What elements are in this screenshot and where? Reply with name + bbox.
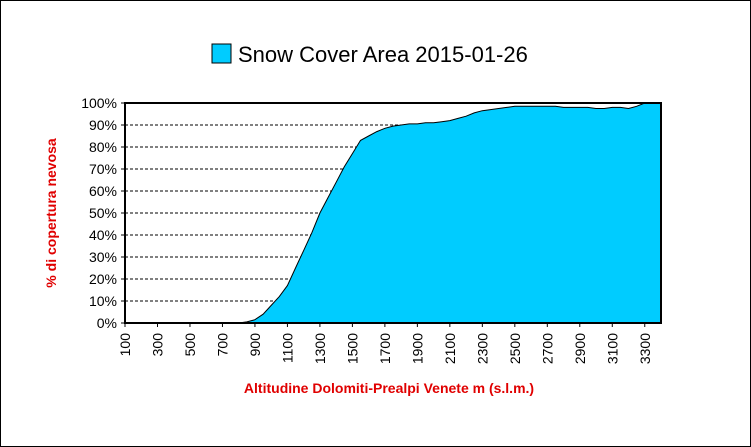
y-tick-label: 30% [89, 249, 117, 265]
legend-swatch [211, 43, 232, 64]
y-axis-label: % di copertura nevosa [43, 138, 59, 288]
x-tick-label: 1500 [344, 333, 360, 364]
legend: Snow Cover Area 2015-01-26 [211, 42, 528, 67]
x-tick-label: 300 [149, 333, 165, 357]
x-axis-ticks: 100 300 500 700 900 1100 1300 1500 1700 1900 2100 2… [117, 323, 653, 364]
x-tick-label: 500 [182, 333, 198, 357]
x-tick-label: 2700 [539, 333, 555, 364]
y-tick-label: 60% [89, 183, 117, 199]
x-tick-label: 700 [214, 333, 230, 357]
y-tick-label: 50% [89, 205, 117, 221]
x-axis-label: Altitudine Dolomiti-Prealpi Venete m (s.… [244, 380, 534, 396]
x-tick-label: 100 [117, 333, 133, 357]
y-tick-label: 10% [89, 293, 117, 309]
x-tick-label: 1700 [377, 333, 393, 364]
chart-title: Snow Cover Area 2015-01-26 [238, 42, 528, 67]
x-tick-label: 3300 [637, 333, 653, 364]
y-tick-label: 0% [97, 315, 117, 331]
y-tick-label: 80% [89, 139, 117, 155]
x-tick-label: 2100 [442, 333, 458, 364]
x-tick-label: 1900 [409, 333, 425, 364]
x-tick-label: 3100 [604, 333, 620, 364]
y-tick-label: 20% [89, 271, 117, 287]
y-tick-label: 90% [89, 117, 117, 133]
y-tick-label: 40% [89, 227, 117, 243]
x-tick-label: 900 [247, 333, 263, 357]
y-tick-label: 70% [89, 161, 117, 177]
y-tick-label: 100% [81, 95, 117, 111]
x-tick-label: 1100 [279, 333, 295, 363]
y-axis-ticks: 0% 10% 20% 30% 40% 50% 60% 70% 80% 90% 100% [81, 95, 125, 331]
x-tick-label: 2500 [507, 333, 523, 364]
x-tick-label: 2900 [572, 333, 588, 364]
x-tick-label: 2300 [474, 333, 490, 364]
snow-cover-area [125, 102, 662, 324]
x-tick-label: 1300 [312, 333, 328, 364]
